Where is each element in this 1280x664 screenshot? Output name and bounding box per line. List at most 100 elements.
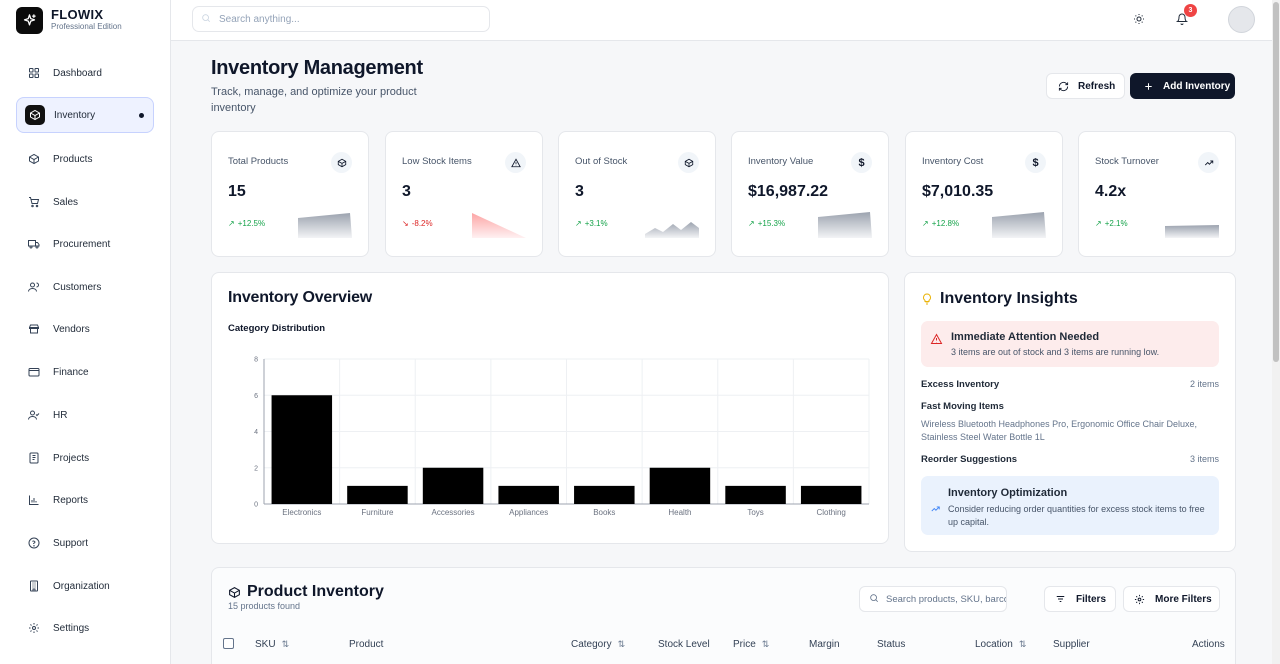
sidebar-item-label: Reports bbox=[53, 494, 89, 506]
column-header-price[interactable]: Price ⇅ bbox=[733, 639, 769, 650]
filters-button[interactable]: Filters bbox=[1044, 586, 1116, 612]
stat-value: $16,987.22 bbox=[748, 183, 829, 200]
stat-change-value: +3.1% bbox=[584, 219, 608, 228]
column-header-stock-level: Stock Level bbox=[658, 639, 710, 650]
lightbulb-icon bbox=[921, 292, 933, 306]
sidebar-item-sales[interactable]: Sales bbox=[16, 184, 154, 220]
bar-clothing bbox=[800, 485, 862, 504]
sidebar-item-label: Inventory bbox=[54, 109, 96, 121]
search-input[interactable] bbox=[219, 13, 479, 25]
overview-title: Inventory Overview bbox=[228, 289, 373, 306]
global-search[interactable] bbox=[192, 6, 490, 32]
stat-card-total-products: Total Products 15 ↗ +12.5% bbox=[211, 131, 369, 257]
sidebar-item-settings[interactable]: Settings bbox=[16, 610, 154, 646]
briefcase-icon bbox=[25, 450, 42, 467]
stat-change: ↗ +12.8% bbox=[922, 219, 959, 228]
sidebar-item-vendors[interactable]: Vendors bbox=[16, 311, 154, 347]
fast-moving-items: Wireless Bluetooth Headphones Pro, Ergon… bbox=[921, 419, 1197, 442]
sparkline bbox=[472, 213, 526, 238]
inventory-overview-card: Inventory Overview Category Distribution… bbox=[211, 272, 889, 544]
select-all-checkbox[interactable] bbox=[223, 638, 234, 649]
stat-card-low-stock: Low Stock Items 3 ↘ -8.2% bbox=[385, 131, 543, 257]
sidebar-item-hr[interactable]: HR bbox=[16, 397, 154, 433]
wallet-icon bbox=[25, 364, 42, 381]
stat-change: ↘ -8.2% bbox=[402, 219, 433, 228]
page-subtitle: Track, manage, and optimize your product… bbox=[211, 86, 417, 114]
x-tick-label: Accessories bbox=[432, 508, 475, 517]
alert-title: Immediate Attention Needed bbox=[951, 331, 1100, 343]
bar-electronics bbox=[271, 395, 333, 504]
search-icon bbox=[869, 590, 879, 608]
y-tick-label: 0 bbox=[254, 502, 258, 509]
brand-edition: Professional Edition bbox=[51, 22, 122, 31]
cube-icon bbox=[228, 586, 241, 599]
excess-inventory-label: Excess Inventory bbox=[921, 379, 1000, 390]
dashboard-icon bbox=[25, 65, 42, 82]
sparkline bbox=[818, 212, 872, 238]
box-icon bbox=[25, 105, 45, 125]
avatar[interactable] bbox=[1228, 6, 1255, 33]
stat-change-value: +2.1% bbox=[1104, 219, 1128, 228]
column-label: Product bbox=[349, 639, 384, 650]
store-icon bbox=[25, 321, 42, 338]
stat-change-value: +12.5% bbox=[237, 219, 266, 228]
cube-icon bbox=[678, 152, 699, 173]
sidebar-item-label: Procurement bbox=[53, 238, 111, 250]
cube-icon bbox=[25, 151, 42, 168]
more-filters-button[interactable]: More Filters bbox=[1123, 586, 1220, 612]
sidebar-item-label: Customers bbox=[53, 281, 102, 293]
stat-card-inventory-value: Inventory Value $ $16,987.22 ↗ +15.3% bbox=[731, 131, 889, 257]
warning-icon bbox=[505, 152, 526, 173]
theme-toggle-sun-icon[interactable] bbox=[1128, 8, 1150, 30]
column-header-sku[interactable]: SKU ⇅ bbox=[255, 639, 289, 650]
dollar-icon: $ bbox=[1025, 152, 1046, 173]
product-search[interactable] bbox=[859, 586, 1007, 612]
refresh-button[interactable]: Refresh bbox=[1046, 73, 1125, 99]
trending-up-icon: ↗ bbox=[748, 219, 755, 228]
scrollbar-thumb[interactable] bbox=[1273, 2, 1279, 362]
stat-change: ↗ +3.1% bbox=[575, 219, 608, 228]
sidebar-item-projects[interactable]: Projects bbox=[16, 440, 154, 476]
column-header-margin: Margin bbox=[809, 639, 840, 650]
sidebar-item-dashboard[interactable]: Dashboard bbox=[16, 55, 154, 91]
fast-moving-label: Fast Moving Items bbox=[921, 401, 1004, 412]
sidebar-item-label: Finance bbox=[53, 366, 89, 378]
stat-label: Out of Stock bbox=[575, 156, 628, 167]
brand[interactable]: FLOWIX Professional Edition bbox=[16, 6, 122, 34]
sidebar-item-label: Vendors bbox=[53, 323, 90, 335]
sidebar-item-products[interactable]: Products bbox=[16, 141, 154, 177]
x-tick-label: Electronics bbox=[282, 508, 321, 517]
sidebar-item-reports[interactable]: Reports bbox=[16, 482, 154, 518]
trending-up-icon: ↗ bbox=[228, 219, 235, 228]
stat-label: Low Stock Items bbox=[402, 156, 472, 167]
overview-subtitle: Category Distribution bbox=[228, 323, 326, 334]
sidebar-item-organization[interactable]: Organization bbox=[16, 568, 154, 604]
sidebar-item-label: Settings bbox=[53, 622, 90, 634]
attention-alert: Immediate Attention Needed 3 items are o… bbox=[921, 321, 1219, 367]
sidebar-item-customers[interactable]: Customers bbox=[16, 269, 154, 305]
sidebar-item-inventory[interactable]: Inventory bbox=[16, 97, 154, 133]
trending-up-icon: ↗ bbox=[1095, 219, 1102, 228]
column-label: Location bbox=[975, 639, 1013, 650]
y-tick-label: 2 bbox=[254, 465, 258, 472]
product-search-input[interactable] bbox=[886, 593, 1006, 605]
trending-down-icon: ↘ bbox=[402, 219, 409, 228]
sidebar-item-support[interactable]: Support bbox=[16, 525, 154, 561]
column-label: Actions bbox=[1192, 639, 1225, 650]
x-tick-label: Health bbox=[668, 508, 691, 517]
column-header-location[interactable]: Location ⇅ bbox=[975, 639, 1026, 650]
truck-icon bbox=[25, 236, 42, 253]
bar-furniture bbox=[347, 485, 408, 504]
stat-card-stock-turnover: Stock Turnover 4.2x ↗ +2.1% bbox=[1078, 131, 1236, 257]
bell-icon[interactable] bbox=[1171, 8, 1193, 30]
column-header-category[interactable]: Category ⇅ bbox=[571, 639, 625, 650]
sidebar-item-finance[interactable]: Finance bbox=[16, 354, 154, 390]
add-inventory-button[interactable]: Add Inventory bbox=[1130, 73, 1235, 99]
sidebar-item-procurement[interactable]: Procurement bbox=[16, 226, 154, 262]
stat-label: Inventory Value bbox=[748, 156, 814, 167]
alert-text: 3 items are out of stock and 3 items are… bbox=[951, 347, 1160, 357]
sparkline bbox=[645, 222, 699, 238]
stat-label: Total Products bbox=[228, 156, 289, 167]
trending-up-icon bbox=[1198, 152, 1219, 173]
reorder-value: 3 items bbox=[1189, 454, 1219, 464]
